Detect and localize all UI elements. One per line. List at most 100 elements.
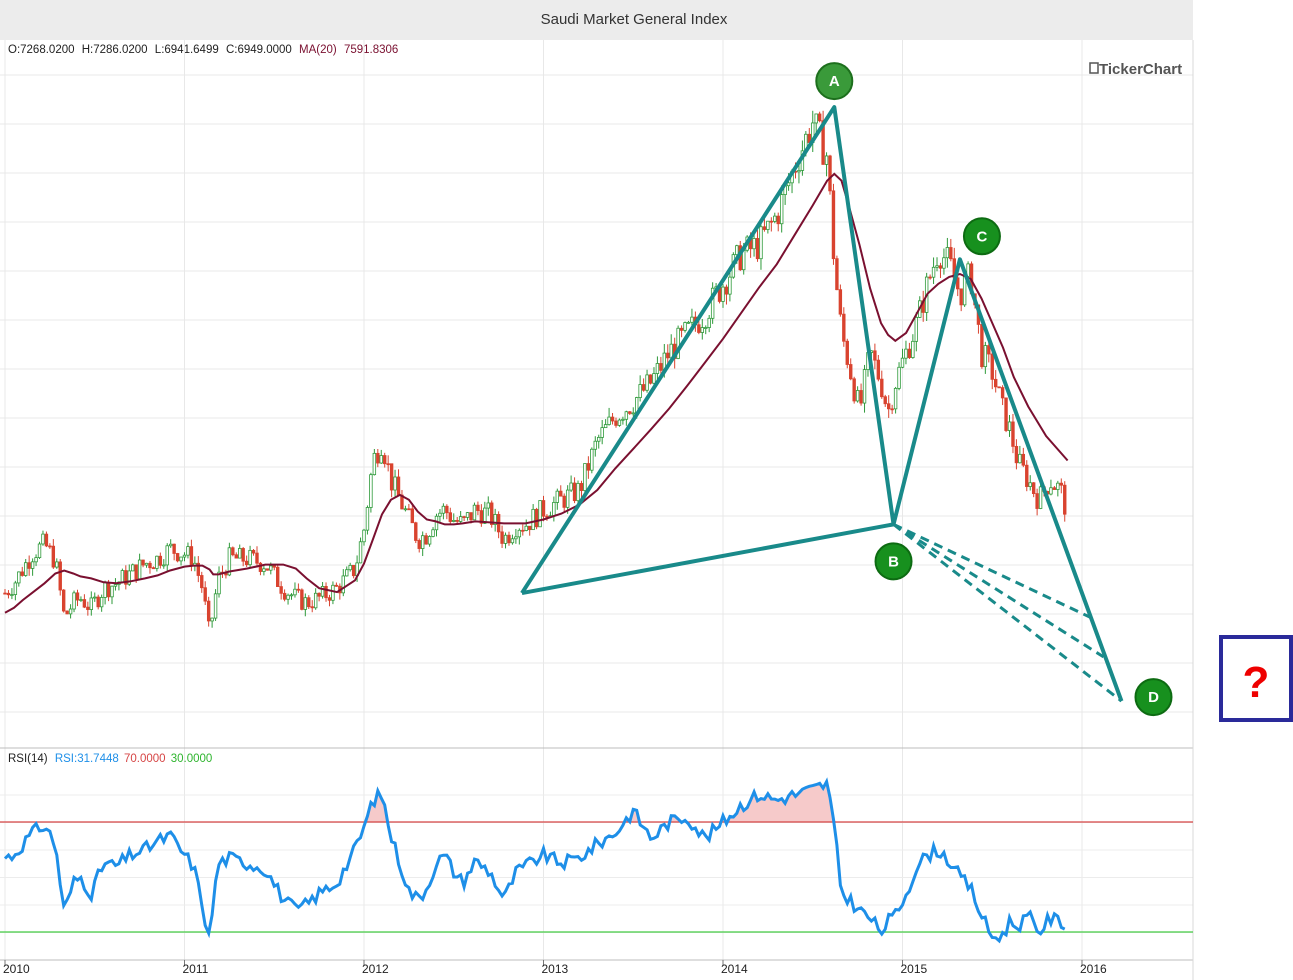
candle bbox=[141, 559, 145, 568]
candle bbox=[441, 503, 446, 520]
candle bbox=[700, 318, 704, 340]
x-tick-label: 2011 bbox=[183, 962, 209, 976]
candle bbox=[296, 583, 301, 593]
candle bbox=[182, 552, 187, 562]
candle bbox=[137, 553, 142, 580]
candle bbox=[220, 565, 225, 578]
candle bbox=[72, 590, 76, 613]
candle bbox=[483, 501, 487, 524]
candle bbox=[272, 565, 276, 571]
candle bbox=[562, 493, 566, 512]
rsi-upper-level: 70.0000 bbox=[124, 753, 166, 765]
candle bbox=[348, 562, 352, 572]
candle bbox=[276, 564, 280, 587]
candle bbox=[300, 588, 304, 611]
candle bbox=[217, 566, 221, 598]
candle bbox=[683, 321, 687, 333]
candle bbox=[859, 383, 863, 406]
candle bbox=[389, 463, 394, 498]
candle bbox=[99, 594, 104, 612]
candle bbox=[900, 348, 905, 369]
point-a: A bbox=[815, 62, 854, 101]
candle bbox=[258, 561, 263, 576]
candle bbox=[410, 503, 415, 524]
candle bbox=[890, 404, 894, 415]
candle bbox=[959, 288, 963, 312]
candle bbox=[828, 154, 832, 195]
pattern-projection bbox=[892, 523, 1092, 619]
candle bbox=[265, 568, 270, 571]
candle bbox=[58, 558, 62, 596]
x-tick-label: 2015 bbox=[901, 962, 928, 976]
candle bbox=[41, 530, 45, 546]
x-tick-label: 2010 bbox=[3, 962, 30, 976]
candle bbox=[196, 556, 201, 583]
candle bbox=[990, 348, 994, 390]
candle bbox=[610, 412, 615, 425]
candle bbox=[334, 582, 339, 587]
candle bbox=[572, 477, 577, 504]
candle bbox=[386, 455, 390, 472]
candle bbox=[707, 315, 711, 333]
candle bbox=[821, 110, 825, 165]
ma-label: MA(20) bbox=[299, 44, 337, 56]
ohlc-open: O:7268.0200 bbox=[8, 44, 75, 56]
candle bbox=[203, 581, 207, 605]
candle bbox=[37, 541, 42, 559]
candle bbox=[155, 555, 159, 572]
candle bbox=[845, 338, 849, 369]
candle bbox=[1031, 482, 1036, 498]
candle bbox=[648, 374, 653, 385]
candle bbox=[379, 449, 383, 464]
candle bbox=[931, 257, 936, 285]
candle bbox=[307, 595, 311, 609]
candle bbox=[331, 581, 335, 605]
candle bbox=[600, 419, 604, 445]
candle bbox=[455, 516, 459, 524]
candle bbox=[935, 257, 939, 272]
candle bbox=[213, 589, 218, 621]
candle bbox=[224, 569, 228, 579]
candle bbox=[372, 449, 377, 476]
candle bbox=[472, 502, 477, 521]
candle bbox=[383, 452, 387, 468]
candle bbox=[24, 558, 28, 577]
ma20-line bbox=[4, 172, 1069, 614]
candle bbox=[79, 596, 83, 602]
candle bbox=[638, 375, 642, 402]
candle bbox=[317, 592, 321, 602]
candle bbox=[6, 590, 11, 599]
candle bbox=[251, 549, 256, 556]
candle bbox=[769, 217, 774, 232]
rsi-name: RSI(14) bbox=[8, 753, 48, 765]
price-grid bbox=[0, 40, 1193, 960]
candle bbox=[641, 378, 646, 392]
rsi-lower-level: 30.0000 bbox=[171, 753, 213, 765]
candle bbox=[755, 230, 760, 262]
candle bbox=[997, 386, 1001, 389]
candle bbox=[445, 504, 449, 520]
pattern-xabcd bbox=[520, 105, 1124, 702]
pattern-projection bbox=[892, 523, 1105, 659]
candle bbox=[172, 543, 176, 561]
candle bbox=[403, 505, 408, 512]
candle bbox=[597, 434, 601, 449]
candle bbox=[893, 386, 898, 414]
candle bbox=[710, 282, 715, 324]
candle bbox=[103, 580, 107, 605]
candle bbox=[507, 531, 511, 546]
candle bbox=[534, 507, 539, 530]
candle bbox=[93, 592, 97, 602]
chart-title: Saudi Market General Index bbox=[541, 11, 728, 28]
candle bbox=[527, 525, 532, 536]
candle bbox=[96, 594, 100, 610]
candle bbox=[541, 495, 546, 522]
candle bbox=[779, 185, 784, 233]
point-label: A bbox=[829, 73, 840, 90]
pattern-points: A B C D bbox=[815, 62, 1173, 717]
x-tick-label: 2013 bbox=[542, 962, 569, 976]
candle bbox=[624, 410, 629, 426]
candle bbox=[414, 521, 418, 544]
candle bbox=[210, 617, 214, 628]
rsi-grid bbox=[0, 794, 1193, 933]
